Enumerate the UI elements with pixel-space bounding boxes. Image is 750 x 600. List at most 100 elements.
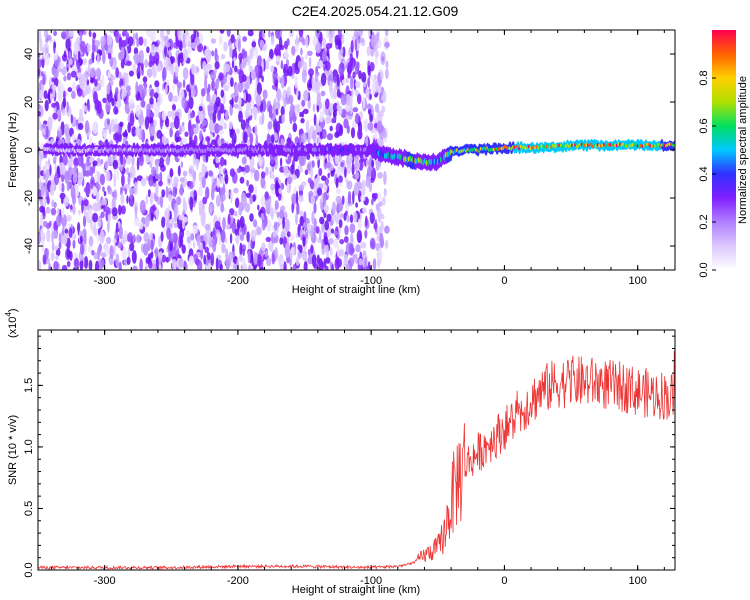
noise-speckle	[56, 128, 63, 139]
noise-speckle	[248, 65, 254, 73]
noise-speckle	[195, 156, 199, 171]
noise-speckle	[274, 247, 279, 260]
noise-speckle	[145, 194, 149, 205]
noise-speckle	[254, 185, 258, 197]
noise-speckle	[85, 161, 90, 167]
colorbar: 0.0 0.2 0.4 0.6 0.8 Normalized spectral ampl…	[698, 30, 749, 278]
noise-speckle	[60, 31, 67, 40]
noise-speckle	[126, 85, 131, 92]
noise-speckle	[242, 249, 245, 256]
noise-speckle	[337, 30, 342, 38]
noise-speckle	[365, 87, 370, 99]
noise-speckle	[121, 246, 127, 261]
noise-speckle	[68, 227, 73, 239]
noise-speckle	[353, 79, 357, 91]
noise-speckle	[133, 47, 139, 55]
noise-speckle	[343, 253, 348, 263]
noise-speckle	[40, 181, 45, 196]
noise-speckle	[208, 170, 214, 177]
noise-speckle	[250, 229, 256, 242]
snr-y-scale: (x104)	[4, 308, 19, 338]
noise-speckle	[239, 216, 245, 228]
noise-speckle	[166, 227, 172, 240]
noise-speckle	[345, 93, 351, 107]
noise-speckle	[38, 58, 42, 68]
noise-speckle	[182, 79, 186, 89]
noise-speckle	[214, 60, 220, 70]
figure-title: C2E4.2025.054.21.12.G09	[292, 3, 459, 19]
noise-speckle	[234, 65, 238, 73]
noise-speckle	[66, 260, 71, 268]
noise-speckle	[236, 167, 242, 174]
noise-speckle	[154, 46, 159, 53]
noise-speckle	[245, 121, 250, 129]
noise-speckle	[106, 83, 111, 95]
noise-speckle	[173, 222, 178, 229]
noise-speckle	[287, 65, 293, 77]
noise-speckle	[64, 170, 70, 184]
noise-speckle	[146, 30, 152, 38]
y-tick-label: 1.5	[23, 378, 35, 393]
noise-speckle	[94, 40, 101, 47]
noise-speckle	[188, 181, 194, 190]
noise-speckle	[102, 97, 107, 104]
noise-speckle	[230, 215, 234, 224]
noise-speckle	[62, 154, 68, 166]
noise-speckle	[92, 185, 97, 197]
noise-speckle	[310, 244, 314, 254]
noise-speckle	[92, 160, 98, 167]
noise-speckle	[328, 33, 332, 42]
noise-speckle	[253, 251, 258, 266]
noise-speckle	[123, 30, 128, 37]
noise-speckle	[50, 207, 57, 216]
noise-speckle	[242, 36, 248, 42]
noise-speckle	[115, 30, 120, 44]
noise-speckle	[295, 256, 300, 266]
noise-speckle	[369, 212, 375, 224]
noise-speckle	[354, 160, 359, 172]
noise-speckle	[295, 42, 299, 53]
noise-speckle	[349, 214, 354, 224]
noise-speckle	[168, 49, 172, 58]
noise-speckle	[94, 78, 98, 87]
snr-scale-base: (x10	[7, 317, 19, 338]
noise-speckle	[61, 207, 65, 218]
noise-speckle	[238, 69, 245, 84]
noise-speckle	[225, 63, 230, 73]
noise-speckle	[164, 84, 168, 96]
noise-speckle	[104, 138, 109, 146]
noise-speckle	[150, 125, 154, 136]
noise-speckle	[380, 213, 385, 220]
noise-speckle	[181, 96, 187, 110]
noise-speckle	[244, 164, 250, 174]
noise-speckle	[44, 99, 49, 112]
noise-speckle	[315, 42, 322, 54]
noise-speckle	[163, 36, 167, 42]
noise-speckle	[127, 247, 131, 258]
noise-speckle	[222, 194, 226, 201]
noise-speckle	[48, 265, 53, 270]
noise-speckle	[120, 193, 125, 205]
noise-speckle	[42, 124, 47, 129]
noise-speckle	[180, 236, 184, 247]
noise-speckle	[171, 108, 175, 121]
noise-speckle	[202, 240, 206, 250]
noise-speckle	[54, 172, 60, 186]
noise-speckle	[377, 171, 383, 179]
noise-speckle	[295, 212, 298, 226]
noise-speckle	[149, 30, 156, 42]
noise-speckle	[369, 93, 372, 100]
x-tick-label: 0	[501, 275, 507, 287]
noise-speckle	[86, 183, 91, 195]
noise-speckle	[165, 256, 170, 263]
noise-speckle	[189, 112, 194, 119]
noise-speckle	[64, 228, 69, 234]
noise-speckle	[354, 89, 359, 97]
noise-speckle	[42, 193, 46, 208]
noise-speckle	[73, 258, 80, 269]
noise-speckle	[156, 129, 163, 139]
noise-speckle	[385, 60, 389, 69]
noise-speckle	[125, 34, 128, 47]
noise-speckle	[215, 155, 220, 164]
